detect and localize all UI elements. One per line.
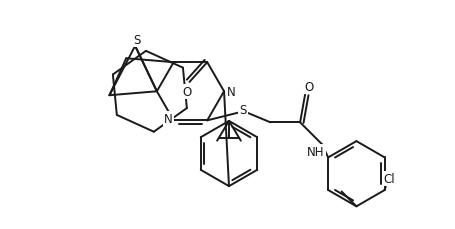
Text: N: N [164, 112, 173, 125]
Text: S: S [239, 104, 247, 117]
Text: NH: NH [307, 146, 325, 159]
Text: Cl: Cl [384, 172, 395, 185]
Text: S: S [133, 34, 141, 47]
Text: N: N [227, 85, 235, 98]
Text: O: O [304, 81, 313, 94]
Text: O: O [183, 86, 192, 99]
